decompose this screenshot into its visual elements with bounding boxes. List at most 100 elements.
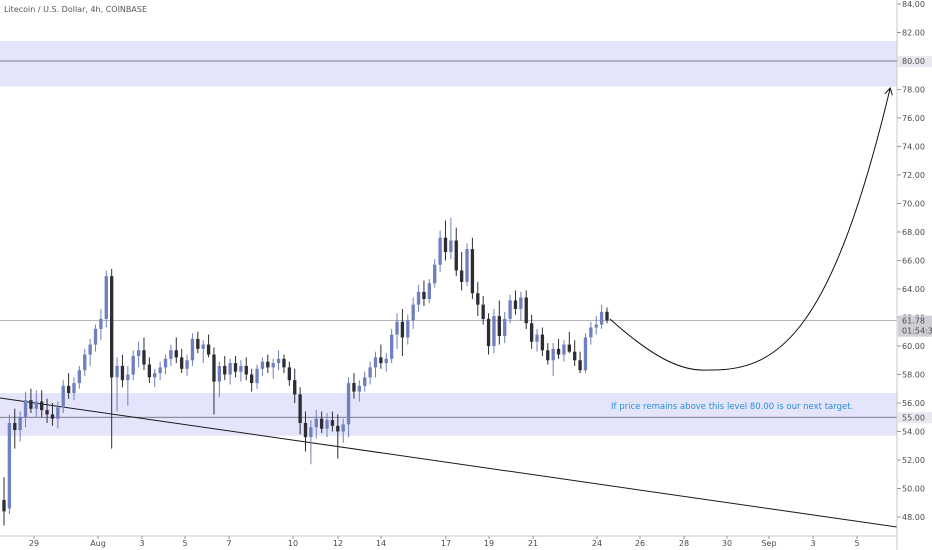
candle bbox=[433, 259, 437, 288]
candle bbox=[104, 270, 108, 328]
level-80-badge: 80.00 bbox=[898, 56, 932, 67]
time-tick-label: Sep bbox=[761, 539, 776, 548]
candle bbox=[271, 358, 275, 379]
candle bbox=[389, 328, 394, 364]
candle bbox=[18, 411, 22, 442]
candle bbox=[470, 237, 475, 299]
candle-body bbox=[330, 420, 335, 426]
candle bbox=[562, 340, 566, 362]
price-tick-label: 58.00 bbox=[902, 371, 925, 380]
candle bbox=[169, 344, 173, 366]
candle-body bbox=[185, 360, 189, 369]
candle-body bbox=[524, 297, 528, 324]
candle-body bbox=[481, 304, 485, 319]
candle bbox=[513, 290, 518, 315]
price-tick-label: 82.00 bbox=[902, 29, 925, 38]
candle-body bbox=[341, 424, 345, 432]
candle-body bbox=[7, 422, 12, 509]
candle bbox=[293, 368, 297, 403]
candle bbox=[56, 401, 60, 429]
candle-body bbox=[212, 354, 216, 382]
candle bbox=[492, 308, 496, 354]
price-axis[interactable]: 48.0050.0052.0054.0056.0058.0060.0062.00… bbox=[896, 0, 932, 550]
candle-body bbox=[470, 249, 475, 294]
candle bbox=[115, 357, 119, 412]
candle bbox=[126, 365, 130, 406]
time-tick-label: 14 bbox=[376, 539, 386, 548]
price-tick-label: 48.00 bbox=[902, 513, 925, 522]
candle-body bbox=[2, 499, 6, 512]
candle bbox=[605, 307, 609, 324]
candle-body bbox=[573, 351, 577, 361]
level-55-badge: 55.00 bbox=[898, 412, 932, 424]
candle bbox=[303, 411, 308, 452]
candle-body bbox=[486, 318, 491, 346]
candle-body bbox=[346, 383, 351, 425]
candle bbox=[196, 331, 200, 354]
price-tick-label: 76.00 bbox=[902, 114, 925, 123]
candle bbox=[260, 357, 265, 376]
price-tick-label: 54.00 bbox=[902, 428, 925, 437]
candle-body bbox=[239, 365, 243, 372]
candle-body bbox=[357, 385, 362, 392]
candle bbox=[88, 338, 92, 366]
candle bbox=[7, 414, 12, 515]
candle bbox=[180, 348, 184, 374]
time-tick-label: 5 bbox=[182, 539, 187, 548]
candle-body bbox=[368, 367, 372, 378]
candle bbox=[486, 313, 491, 355]
candle-body bbox=[180, 357, 184, 369]
candle-body bbox=[400, 321, 405, 338]
candle-body bbox=[88, 344, 92, 355]
candle bbox=[131, 350, 135, 381]
candle-body bbox=[201, 344, 205, 349]
price-tick-label: 60.00 bbox=[902, 342, 925, 351]
price-tick-label: 74.00 bbox=[902, 143, 925, 152]
candle bbox=[459, 251, 464, 291]
candle bbox=[540, 327, 545, 356]
candle bbox=[583, 333, 588, 374]
candle-body bbox=[99, 318, 103, 329]
candle-body bbox=[45, 410, 49, 415]
candle-body bbox=[255, 368, 259, 384]
time-tick-label: 3 bbox=[139, 539, 144, 548]
candle bbox=[66, 373, 71, 399]
projected-path-arrow bbox=[609, 89, 890, 371]
candle-body bbox=[77, 370, 82, 384]
candlesticks bbox=[2, 217, 609, 526]
candle bbox=[599, 304, 604, 329]
candle bbox=[142, 337, 146, 371]
candle bbox=[153, 368, 157, 388]
candle bbox=[476, 281, 480, 317]
candle bbox=[185, 354, 189, 376]
candle-body bbox=[599, 311, 604, 325]
candle-body bbox=[551, 348, 555, 361]
candle bbox=[40, 390, 44, 418]
candle bbox=[449, 217, 453, 260]
candle-body bbox=[519, 297, 523, 309]
candle bbox=[443, 220, 448, 261]
candle bbox=[567, 331, 571, 354]
candle bbox=[233, 355, 238, 378]
time-axis[interactable]: 29 Aug 3 5 7 10 12 14 17 19 21 24 26 28 30 Sep 3 5 bbox=[0, 535, 897, 548]
candle-body bbox=[540, 334, 545, 351]
candle-body bbox=[492, 316, 496, 346]
candle-body bbox=[422, 291, 426, 299]
candle bbox=[325, 412, 329, 438]
candle bbox=[497, 300, 501, 345]
candle bbox=[239, 360, 243, 382]
time-tick-label: 28 bbox=[679, 539, 689, 548]
candle-body bbox=[325, 420, 329, 429]
candle bbox=[519, 291, 523, 321]
candle bbox=[45, 398, 49, 423]
candle-body bbox=[120, 365, 125, 381]
candle bbox=[438, 230, 442, 272]
candle bbox=[201, 340, 205, 364]
candle-body bbox=[190, 338, 195, 361]
candle-body bbox=[363, 377, 367, 386]
zone-band bbox=[0, 393, 897, 436]
candle bbox=[589, 321, 593, 345]
candle-body bbox=[556, 348, 561, 355]
candle bbox=[147, 357, 152, 384]
